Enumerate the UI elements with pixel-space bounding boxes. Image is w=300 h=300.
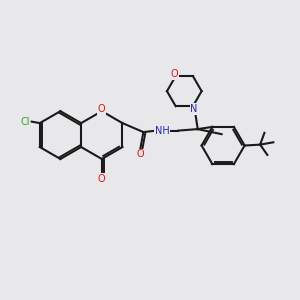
Text: NH: NH [154,126,169,136]
Text: O: O [98,174,106,184]
Text: O: O [98,104,106,114]
Text: N: N [190,104,198,114]
Text: O: O [136,149,144,160]
Text: Cl: Cl [20,117,29,127]
Text: O: O [170,69,178,79]
Text: N: N [191,105,198,115]
